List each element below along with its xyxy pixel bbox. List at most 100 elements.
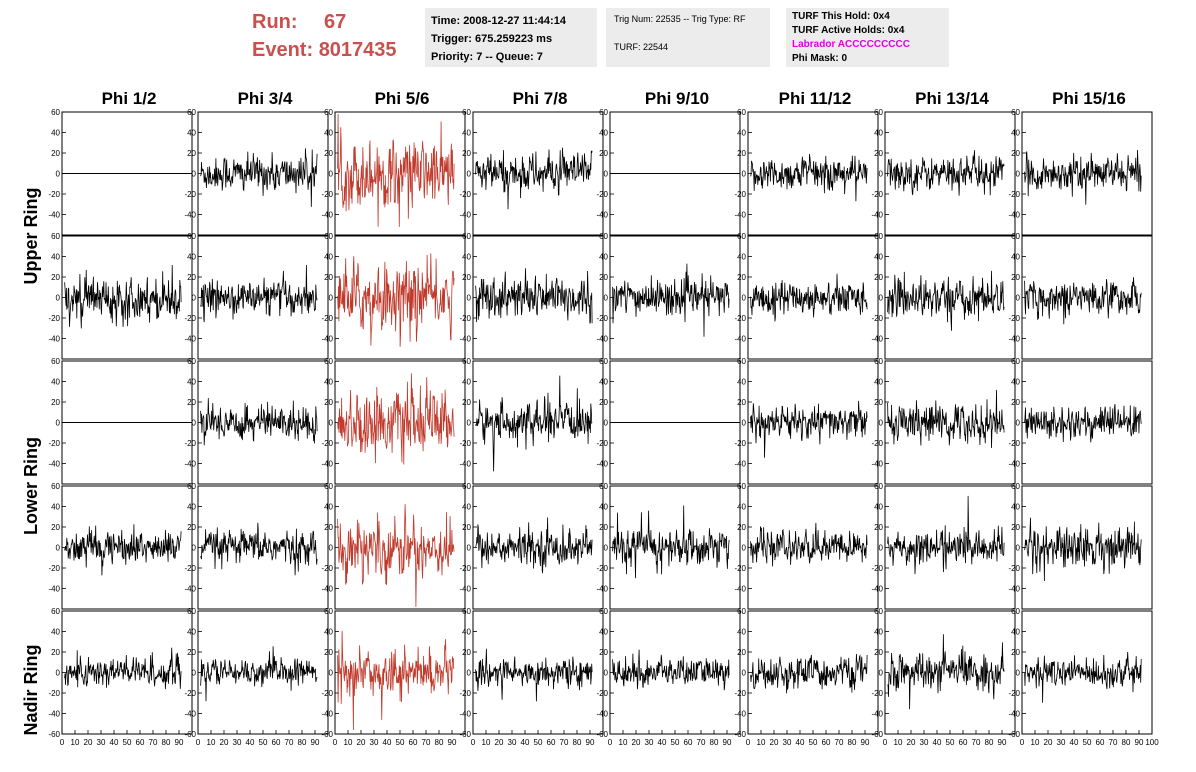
x-tick-label: 10 <box>344 738 353 747</box>
x-tick-label: 20 <box>84 738 93 747</box>
x-tick-label: 30 <box>783 738 792 747</box>
y-tick-label: 60 <box>874 108 883 117</box>
y-tick-label: -20 <box>734 439 746 448</box>
y-tick-label: -40 <box>734 460 746 469</box>
y-tick-label: 20 <box>874 648 883 657</box>
y-tick-label: 0 <box>742 419 747 428</box>
x-tick-label: 50 <box>1083 738 1092 747</box>
x-tick-label: 80 <box>848 738 857 747</box>
ring-label: Upper Ring <box>21 188 41 285</box>
y-tick-label: -40 <box>321 460 333 469</box>
y-tick-label: -20 <box>1008 439 1020 448</box>
y-tick-label: -20 <box>459 314 471 323</box>
y-tick-label: 20 <box>599 149 608 158</box>
y-tick-label: 60 <box>324 607 333 616</box>
waveform-trace <box>887 150 1005 196</box>
x-tick-label: 10 <box>71 738 80 747</box>
y-tick-label: 60 <box>324 357 333 366</box>
priority-text: Priority: 7 -- Queue: 7 <box>431 51 543 63</box>
x-tick-label: 50 <box>123 738 132 747</box>
x-tick-label: 90 <box>448 738 457 747</box>
x-tick-label: 90 <box>175 738 184 747</box>
x-tick-label: 20 <box>220 738 229 747</box>
x-tick-label: 80 <box>985 738 994 747</box>
y-tick-label: 20 <box>51 273 60 282</box>
x-tick-label: 90 <box>586 738 595 747</box>
y-tick-label: 60 <box>599 232 608 241</box>
y-tick-label: -20 <box>734 564 746 573</box>
x-tick-label: 80 <box>435 738 444 747</box>
run-label: Run: <box>252 11 298 33</box>
y-tick-label: 20 <box>1011 273 1020 282</box>
y-tick-label: -40 <box>1008 460 1020 469</box>
y-tick-label: 60 <box>462 108 471 117</box>
y-tick-label: -60 <box>321 730 333 739</box>
y-tick-label: -20 <box>321 190 333 199</box>
y-tick-label: 0 <box>742 544 747 553</box>
x-tick-label: 60 <box>959 738 968 747</box>
x-tick-label: 80 <box>1122 738 1131 747</box>
y-tick-label: 0 <box>56 419 61 428</box>
y-tick-label: 0 <box>604 669 609 678</box>
y-tick-label: 20 <box>1011 149 1020 158</box>
waveform-trace <box>200 522 318 576</box>
y-tick-label: -60 <box>459 730 471 739</box>
x-tick-label: 30 <box>97 738 106 747</box>
waveform-trace <box>750 273 868 322</box>
y-tick-label: 60 <box>1011 232 1020 241</box>
y-tick-label: -40 <box>596 585 608 594</box>
waveform-trace <box>200 398 318 446</box>
y-tick-label: -20 <box>871 689 883 698</box>
x-tick-label: 90 <box>1135 738 1144 747</box>
y-tick-label: 20 <box>874 273 883 282</box>
x-tick-label: 0 <box>471 738 476 747</box>
y-tick-label: -40 <box>871 211 883 220</box>
x-tick-label: 40 <box>383 738 392 747</box>
x-tick-label: 50 <box>396 738 405 747</box>
ring-label: Lower Ring <box>21 437 41 535</box>
waveform-trace <box>337 113 455 227</box>
x-tick-label: 0 <box>1020 738 1025 747</box>
y-tick-label: 60 <box>737 357 746 366</box>
x-tick-label: 10 <box>757 738 766 747</box>
y-tick-label: -20 <box>459 190 471 199</box>
x-tick-label: 80 <box>298 738 307 747</box>
y-tick-label: 40 <box>187 378 196 387</box>
y-tick-label: 40 <box>1011 503 1020 512</box>
y-tick-label: -20 <box>871 190 883 199</box>
y-tick-label: 0 <box>467 419 472 428</box>
y-tick-label: 0 <box>604 294 609 303</box>
y-tick-label: 0 <box>879 419 884 428</box>
x-tick-label: 60 <box>822 738 831 747</box>
y-tick-label: -40 <box>871 710 883 719</box>
y-tick-label: -40 <box>459 710 471 719</box>
column-label: Phi 13/14 <box>915 89 989 108</box>
y-tick-label: 20 <box>187 273 196 282</box>
x-tick-label: 20 <box>495 738 504 747</box>
y-tick-label: -60 <box>596 730 608 739</box>
x-tick-label: 60 <box>136 738 145 747</box>
y-tick-label: 60 <box>51 482 60 491</box>
y-tick-label: 0 <box>742 170 747 179</box>
y-tick-label: 60 <box>324 482 333 491</box>
y-tick-label: -60 <box>48 730 60 739</box>
y-tick-label: 40 <box>874 378 883 387</box>
y-tick-label: 40 <box>599 628 608 637</box>
y-tick-label: 40 <box>187 503 196 512</box>
x-tick-label: 60 <box>1096 738 1105 747</box>
y-tick-label: 60 <box>599 607 608 616</box>
x-tick-label: 70 <box>697 738 706 747</box>
x-tick-label: 40 <box>933 738 942 747</box>
y-tick-label: -40 <box>871 335 883 344</box>
y-tick-label: 20 <box>187 398 196 407</box>
x-tick-label: 10 <box>619 738 628 747</box>
y-tick-label: 60 <box>1011 357 1020 366</box>
waveform-trace <box>64 647 182 690</box>
y-tick-label: -20 <box>184 439 196 448</box>
x-tick-label: 70 <box>972 738 981 747</box>
y-tick-label: -20 <box>734 190 746 199</box>
column-label: Phi 1/2 <box>102 89 157 108</box>
x-tick-label: 30 <box>920 738 929 747</box>
y-tick-label: -40 <box>596 211 608 220</box>
